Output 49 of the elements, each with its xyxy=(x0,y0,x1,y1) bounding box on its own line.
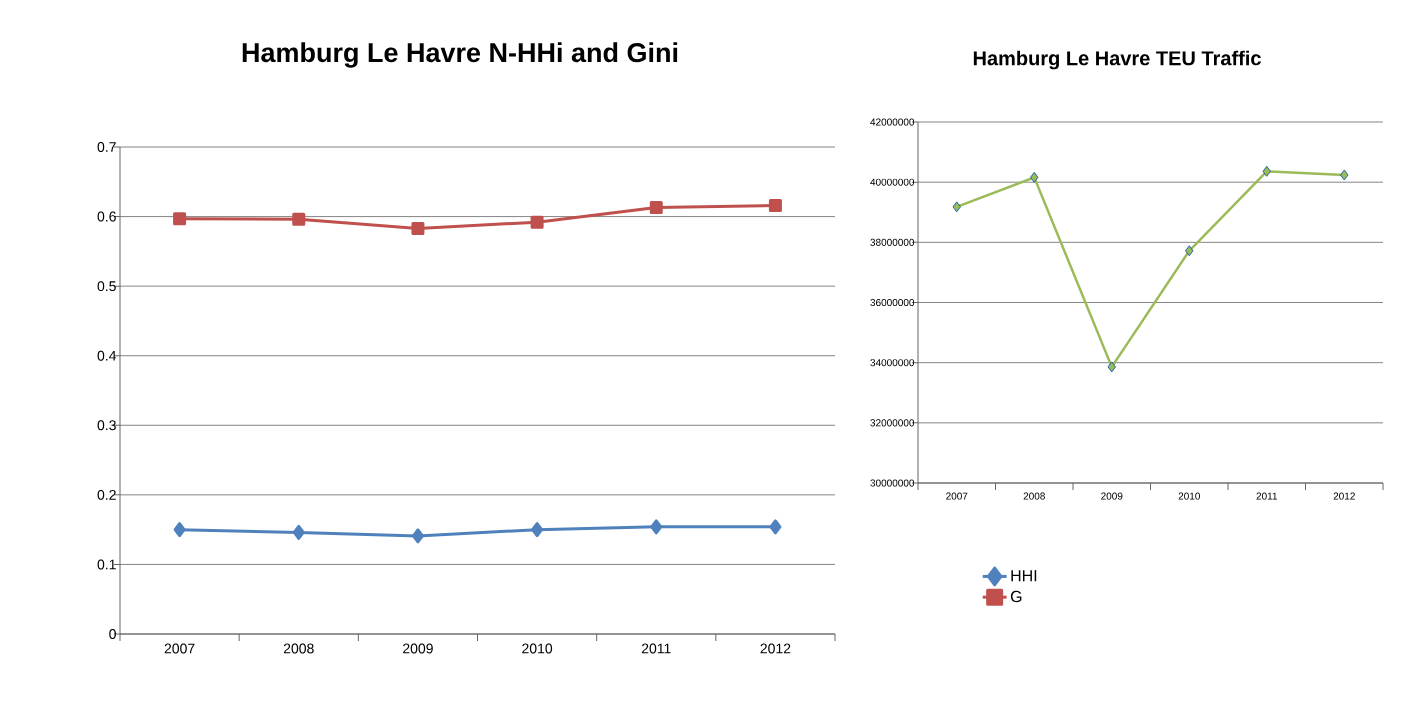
y-tick-label: 0.4 xyxy=(97,350,117,361)
point xyxy=(173,522,186,538)
point xyxy=(411,221,425,235)
point xyxy=(649,201,663,215)
y-tick-label: 0 xyxy=(109,629,116,639)
y-tick-label: 36000000 xyxy=(870,298,915,307)
point xyxy=(411,528,424,544)
x-tick-label: 2008 xyxy=(1023,492,1045,500)
point xyxy=(769,519,782,535)
y-tick-label: 30000000 xyxy=(870,479,915,487)
point xyxy=(173,212,187,226)
point xyxy=(530,215,544,229)
point xyxy=(1030,171,1039,183)
y-tick-label: 0.6 xyxy=(97,211,116,222)
point xyxy=(292,212,306,226)
y-tick-label: 0.2 xyxy=(97,489,116,500)
y-tick-label: 0.3 xyxy=(97,420,116,431)
point xyxy=(531,522,544,538)
x-tick-label: 2012 xyxy=(760,643,791,654)
y-tick-label: 34000000 xyxy=(870,359,915,367)
x-tick-label: 2008 xyxy=(283,643,314,654)
x-tick-label: 2011 xyxy=(1256,492,1278,500)
legend-label: G xyxy=(1010,590,1022,603)
point xyxy=(1340,169,1349,181)
point xyxy=(768,198,782,212)
x-tick-label: 2009 xyxy=(1101,492,1123,500)
point xyxy=(1107,361,1116,373)
x-tick-label: 2010 xyxy=(522,643,553,654)
chart-title: Hamburg Le Havre TEU Traffic xyxy=(973,50,1261,70)
y-tick-label: 32000000 xyxy=(870,419,915,427)
x-tick-label: 2007 xyxy=(164,643,195,654)
chart-title: Hamburg Le Havre N-HHi and Gini xyxy=(242,42,678,68)
y-tick-label: 0.1 xyxy=(97,559,116,570)
point xyxy=(1262,165,1271,177)
point xyxy=(952,201,961,213)
y-tick-label: 42000000 xyxy=(870,118,915,126)
y-tick-label: 0.7 xyxy=(97,142,116,152)
y-tick-label: 0.5 xyxy=(97,281,116,292)
x-tick-label: 2011 xyxy=(641,643,671,654)
point xyxy=(1185,245,1194,257)
y-tick-label: 40000000 xyxy=(870,178,915,186)
point xyxy=(650,519,663,535)
x-tick-label: 2007 xyxy=(946,492,968,500)
x-tick-label: 2009 xyxy=(403,643,433,654)
point xyxy=(292,524,305,540)
x-tick-label: 2012 xyxy=(1333,492,1355,500)
y-tick-label: 38000000 xyxy=(870,238,915,246)
legend-label: HHI xyxy=(1011,570,1037,582)
x-tick-label: 2010 xyxy=(1178,492,1200,500)
